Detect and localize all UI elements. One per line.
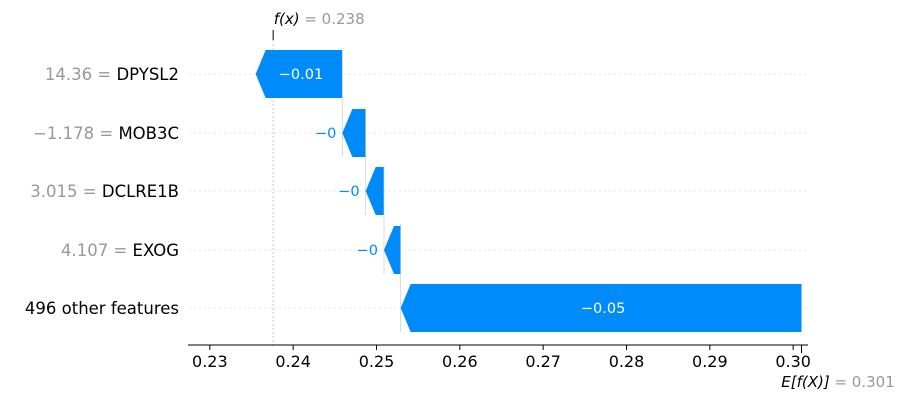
efx-value: = 0.301	[834, 373, 894, 391]
feature-value: 14.36 =	[45, 65, 117, 84]
feature-labels: 14.36 = DPYSL2 −1.178 = MOB3C 3.015 = DCLR…	[25, 65, 179, 318]
fx-value: = 0.238	[304, 10, 364, 28]
x-tick-label: 0.28	[609, 352, 645, 371]
bars: −0.01 −0 −0 −0 −0.05	[255, 48, 802, 332]
x-tick-label: 0.30	[775, 352, 811, 371]
bar-value-label: −0.05	[581, 301, 625, 317]
bar-value-label: −0	[338, 184, 359, 200]
efx-name: E[f(X)]	[781, 373, 834, 391]
feature-name: EXOG	[133, 241, 179, 260]
bar-dpysl2	[255, 50, 343, 98]
feature-name: DCLRE1B	[102, 182, 179, 201]
bar-value-label: −0	[315, 126, 336, 142]
feature-value: 3.015 =	[30, 182, 102, 201]
feature-label: 3.015 = DCLRE1B	[30, 182, 179, 201]
efx-label: E[f(X)] = 0.301	[781, 373, 895, 391]
feature-label: 496 other features	[25, 299, 179, 318]
x-tick-label: 0.23	[192, 352, 228, 371]
x-tick-label: 0.25	[359, 352, 395, 371]
fx-name: f(x)	[274, 10, 305, 28]
x-tick-label: 0.29	[692, 352, 728, 371]
x-tick-label: 0.24	[275, 352, 311, 371]
feature-value: −1.178 =	[33, 124, 118, 143]
bar-value-label: −0	[357, 243, 378, 259]
bar-dclre1b	[365, 167, 384, 215]
feature-name: 496 other features	[25, 299, 179, 318]
feature-name: DPYSL2	[116, 65, 179, 84]
feature-name: MOB3C	[118, 124, 179, 143]
feature-label: 4.107 = EXOG	[61, 241, 179, 260]
bar-exog	[384, 226, 401, 274]
bar-value-label: −0.01	[279, 67, 323, 83]
fx-label: f(x) = 0.238	[274, 10, 365, 28]
feature-value: 4.107 =	[61, 241, 133, 260]
x-tick-label: 0.27	[525, 352, 561, 371]
expected-values: f(x) = 0.238 E[f(X)] = 0.301	[274, 10, 895, 391]
x-axis: 0.23 0.24 0.25 0.26 0.27 0.28 0.29 0.30	[188, 344, 811, 371]
bar-496-other-features	[400, 284, 802, 332]
bar-mob3c	[342, 109, 366, 157]
feature-label: −1.178 = MOB3C	[33, 124, 179, 143]
x-tick-label: 0.26	[442, 352, 478, 371]
feature-label: 14.36 = DPYSL2	[45, 65, 179, 84]
